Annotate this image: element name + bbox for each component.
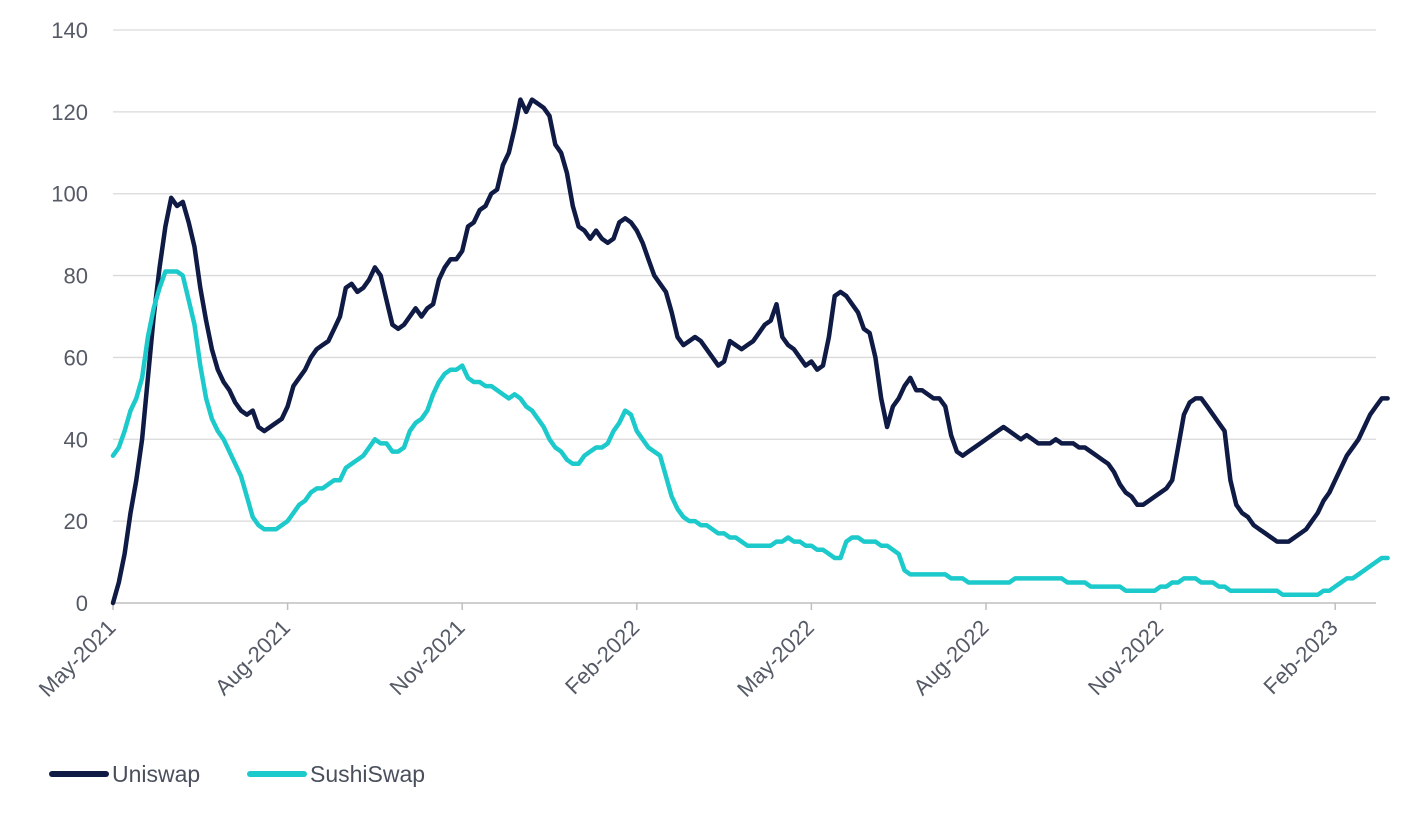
y-tick-label-60: 60 <box>64 345 88 370</box>
x-tick-label: Aug-2022 <box>908 615 993 700</box>
y-tick-label-120: 120 <box>51 100 88 125</box>
y-tick-label-80: 80 <box>64 264 88 289</box>
x-tick-label: Nov-2021 <box>385 615 470 700</box>
y-tick-label-100: 100 <box>51 182 88 207</box>
x-tick-label: May-2021 <box>34 615 121 702</box>
y-tick-label-40: 40 <box>64 427 88 452</box>
x-tick-label: Feb-2023 <box>1258 615 1342 699</box>
legend-label-uniswap: Uniswap <box>112 761 200 787</box>
y-tick-label-20: 20 <box>64 509 88 534</box>
y-tick-label-0: 0 <box>76 591 88 616</box>
series-line-uniswap <box>110 97 1390 606</box>
y-tick-label-140: 140 <box>51 18 88 43</box>
x-tick-label: Aug-2021 <box>210 615 295 700</box>
legend-item-uniswap[interactable]: Uniswap <box>49 761 200 787</box>
x-tick-label: May-2022 <box>732 615 819 702</box>
series-line-sushiswap <box>110 269 1390 598</box>
x-axis-ticks: May-2021 Aug-2021 Nov-2021 Feb-2022 May-2022… <box>34 603 1343 702</box>
x-tick-label: Nov-2022 <box>1083 615 1168 700</box>
legend-label-sushiswap: SushiSwap <box>310 761 425 787</box>
gridlines <box>113 29 1376 604</box>
x-tick-label: Feb-2022 <box>560 615 644 699</box>
series-lines <box>110 97 1390 606</box>
legend: Uniswap SushiSwap <box>49 761 425 787</box>
y-axis-ticks: 0 20 40 60 80 100 120 140 <box>51 18 88 616</box>
legend-item-sushiswap[interactable]: SushiSwap <box>247 761 425 787</box>
